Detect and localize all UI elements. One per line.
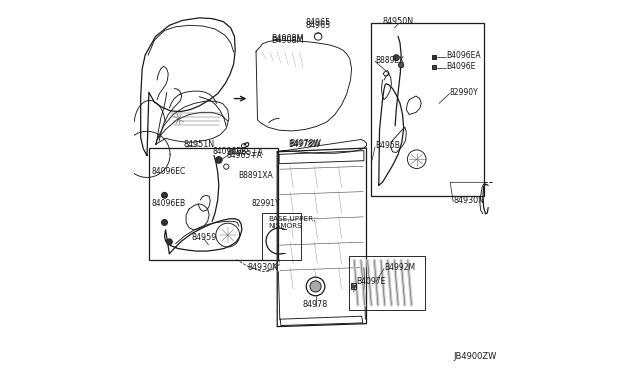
Circle shape [351,285,355,288]
Text: B4908M: B4908M [271,34,304,43]
Circle shape [216,157,222,163]
Text: B889LX: B889LX [375,56,404,65]
Bar [433,65,436,69]
Circle shape [161,192,168,198]
Text: B4097E: B4097E [356,278,386,286]
Bar [149,148,278,260]
Text: 84930N: 84930N [248,263,279,272]
Text: B4978W: B4978W [289,140,321,149]
Text: BASE,UPPER,
NISMORS: BASE,UPPER, NISMORS [269,216,316,229]
Bar [371,23,484,196]
Text: B4096E: B4096E [447,62,476,71]
Text: B4992M: B4992M [384,263,415,272]
Text: B8891XA: B8891XA [238,171,273,180]
Text: B4978W: B4978W [289,139,321,148]
Text: 84978: 84978 [303,300,328,309]
Text: 84950N: 84950N [383,17,413,26]
Text: 82991Y: 82991Y [251,199,280,208]
Bar [351,283,356,289]
Text: 84965: 84965 [305,18,331,27]
Text: 84930N: 84930N [453,196,484,205]
Circle shape [161,219,168,225]
Circle shape [399,62,404,68]
Bar [349,256,425,310]
Circle shape [310,281,321,292]
Bar [262,213,301,260]
Text: 84965+A: 84965+A [227,151,263,160]
Text: B4096EA: B4096EA [447,51,481,60]
Circle shape [166,239,172,245]
Text: 84965+A: 84965+A [228,148,264,157]
Text: 82990Y: 82990Y [449,88,478,97]
Text: JB4900ZW: JB4900ZW [453,352,497,361]
Text: 84096EB: 84096EB [152,199,186,208]
Text: 84959: 84959 [191,233,216,242]
Text: 84965: 84965 [305,21,331,30]
Text: B4908M: B4908M [271,36,304,45]
Text: B495B: B495B [375,141,400,150]
Text: 84096EC: 84096EC [152,167,186,176]
Text: 84096EB: 84096EB [213,147,247,156]
Bar [433,55,436,59]
Text: 84951N: 84951N [184,140,214,149]
Circle shape [394,55,399,61]
